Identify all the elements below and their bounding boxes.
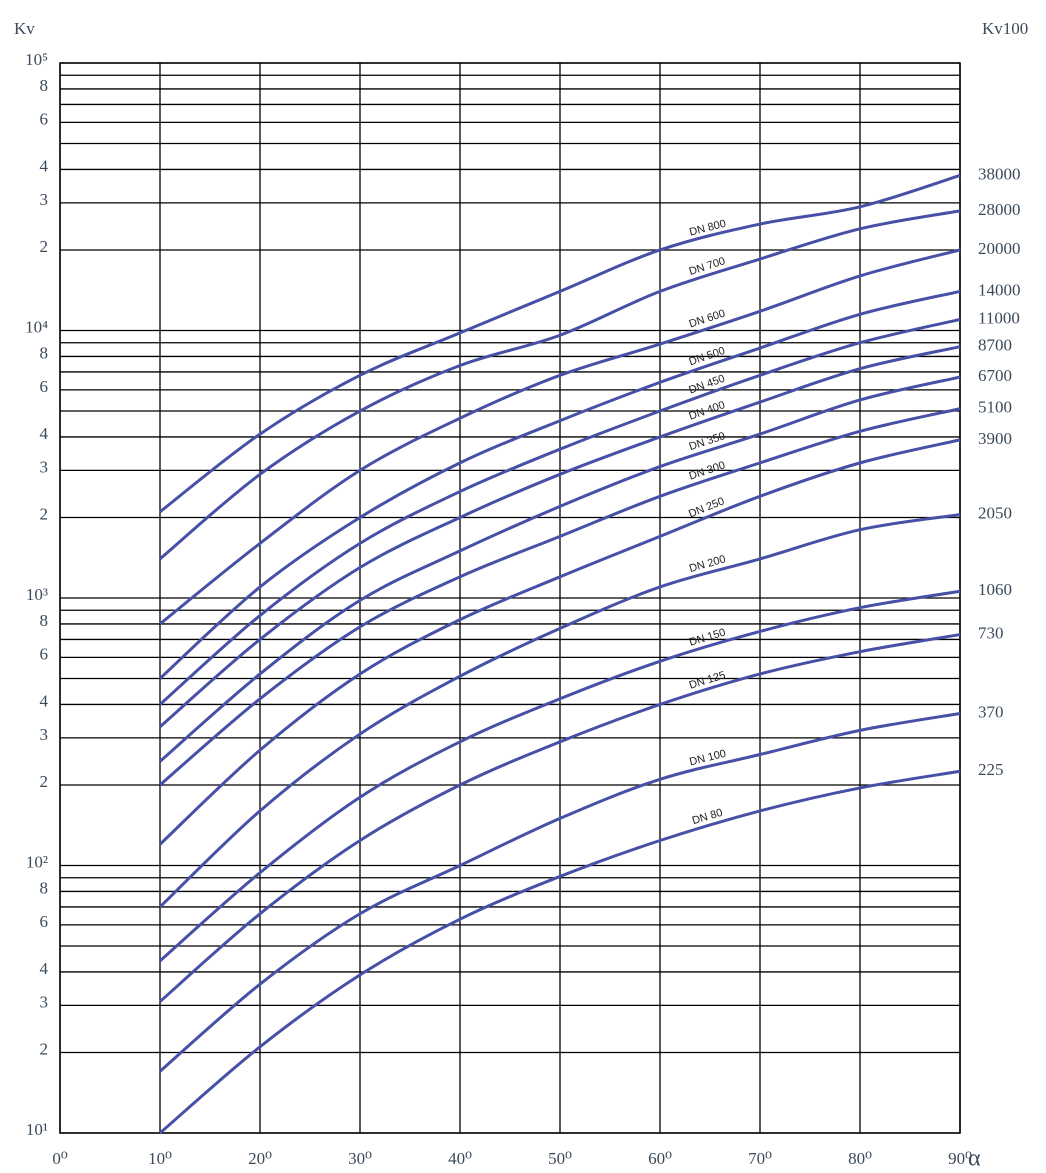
series-line [159, 375, 961, 763]
y-tick-label: 4 [40, 691, 49, 710]
series-line [159, 407, 961, 787]
x-tick-label: 10⁰ [148, 1149, 172, 1168]
y-tick-label: 2 [40, 237, 49, 256]
y-axis-label: Kv [14, 19, 35, 38]
y2-axis-label: Kv100 [982, 19, 1028, 38]
end-value-label: 14000 [978, 280, 1021, 299]
y-tick-label: 2 [40, 1039, 49, 1058]
end-value-label: 28000 [978, 200, 1021, 219]
end-value-label: 370 [978, 702, 1004, 721]
series-line [158, 513, 961, 909]
series-line [159, 769, 961, 1135]
series-line [159, 173, 961, 513]
series-line [158, 289, 961, 680]
end-value-label: 3900 [978, 429, 1012, 448]
series-line [159, 589, 961, 963]
y-tick-label: 6 [40, 109, 49, 128]
x-axis-label: α [968, 1146, 981, 1172]
x-tick-label: 0⁰ [52, 1149, 68, 1168]
series-line [159, 248, 961, 626]
y-tick-label: 10⁵ [25, 50, 48, 69]
y-tick-label: 4 [40, 156, 49, 175]
y-tick-label: 10⁴ [25, 317, 48, 336]
x-tick-label: 60⁰ [648, 1149, 672, 1168]
end-value-label: 730 [978, 623, 1004, 642]
y-tick-label: 8 [40, 878, 49, 897]
x-tick-label: 20⁰ [248, 1149, 272, 1168]
x-tick-label: 80⁰ [848, 1149, 872, 1168]
y-tick-label: 4 [40, 959, 49, 978]
y-tick-label: 3 [40, 992, 49, 1011]
y-tick-label: 8 [40, 343, 49, 362]
end-value-label: 2050 [978, 504, 1012, 523]
y-tick-label: 6 [40, 644, 49, 663]
y-tick-label: 8 [40, 611, 49, 630]
series-line [159, 633, 961, 1003]
end-value-label: 20000 [978, 239, 1021, 258]
end-value-label: 5100 [978, 398, 1012, 417]
x-tick-label: 70⁰ [748, 1149, 772, 1168]
y-tick-label: 8 [40, 76, 49, 95]
y-tick-label: 6 [40, 377, 49, 396]
series-line [159, 317, 961, 706]
y-tick-label: 2 [40, 504, 49, 523]
x-tick-label: 50⁰ [548, 1149, 572, 1168]
end-value-label: 6700 [978, 366, 1012, 385]
y-tick-label: 10¹ [26, 1120, 48, 1139]
y-tick-label: 3 [40, 457, 49, 476]
x-tick-label: 90⁰ [948, 1149, 972, 1168]
y-tick-label: 2 [40, 772, 49, 791]
x-tick-label: 30⁰ [348, 1149, 372, 1168]
end-value-label: 8700 [978, 336, 1012, 355]
x-tick-label: 40⁰ [448, 1149, 472, 1168]
end-value-label: 38000 [978, 164, 1021, 183]
y-tick-label: 6 [40, 912, 49, 931]
series-line [159, 209, 961, 561]
y-tick-label: 3 [40, 725, 49, 744]
series-line [159, 345, 961, 728]
end-value-label: 225 [978, 760, 1004, 779]
end-value-label: 11000 [978, 308, 1020, 327]
series-line [159, 712, 961, 1073]
y-tick-label: 3 [40, 190, 49, 209]
y-tick-label: 10³ [26, 585, 48, 604]
plot-frame [59, 62, 961, 1134]
y-tick-label: 10² [26, 852, 48, 871]
end-value-label: 1060 [978, 580, 1012, 599]
series-line [158, 438, 961, 846]
y-tick-label: 4 [40, 424, 49, 443]
